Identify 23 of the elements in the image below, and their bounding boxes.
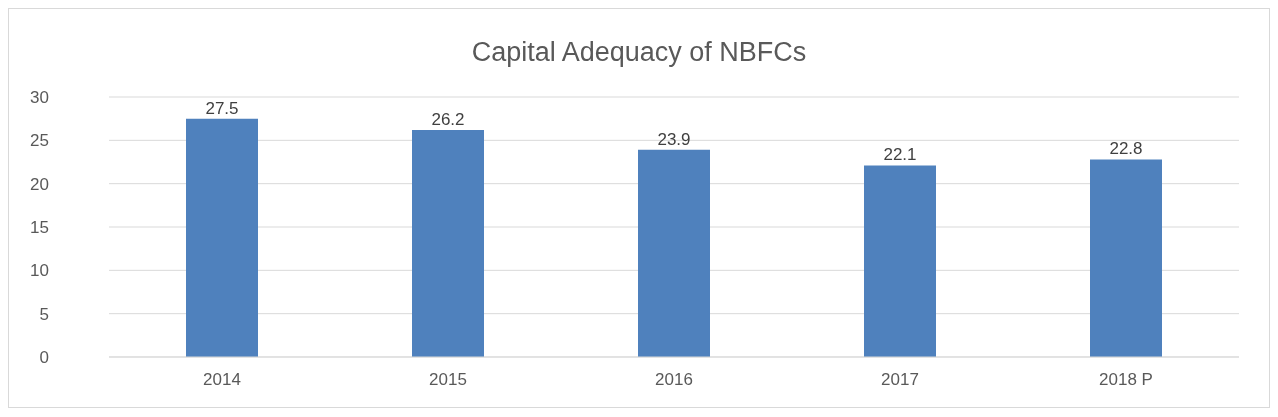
y-tick-label: 5 — [39, 304, 49, 324]
bar — [412, 129, 484, 357]
y-tick-label: 15 — [30, 218, 49, 238]
bar — [638, 149, 710, 357]
data-label: 27.5 — [205, 98, 239, 118]
x-tick-label: 2017 — [881, 370, 919, 390]
y-tick-label: 30 — [30, 88, 49, 108]
y-tick-label: 20 — [30, 174, 49, 194]
x-tick-label: 2014 — [203, 370, 241, 390]
bar — [1090, 159, 1162, 357]
bar — [864, 165, 936, 357]
y-tick-label: 25 — [30, 131, 49, 151]
x-tick-label: 2018 P — [1099, 370, 1153, 390]
data-label: 23.9 — [657, 129, 691, 149]
data-label: 22.1 — [883, 145, 917, 165]
chart-title: Capital Adequacy of NBFCs — [470, 37, 808, 68]
bar — [186, 118, 258, 357]
data-label: 26.2 — [431, 109, 465, 129]
y-tick-label: 0 — [39, 348, 49, 368]
data-label: 22.8 — [1109, 139, 1143, 159]
x-tick-label: 2015 — [429, 370, 467, 390]
y-tick-label: 10 — [30, 261, 49, 281]
x-tick-label: 2016 — [655, 370, 693, 390]
